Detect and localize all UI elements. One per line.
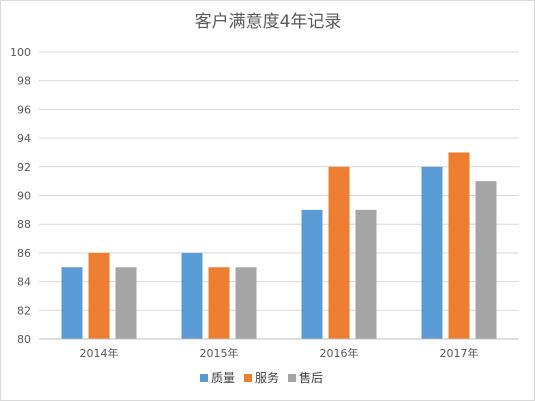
y-tick-label: 80 [17, 333, 31, 346]
x-axis-tick-labels: 2014年 2015年 2016年 2017年 [80, 346, 479, 360]
x-tick-label: 2017年 [440, 346, 479, 360]
y-tick-label: 84 [17, 276, 31, 289]
bar-0-2 [115, 267, 137, 339]
bar-2-0 [301, 209, 323, 339]
gridlines [39, 51, 519, 340]
y-tick-label: 82 [17, 304, 31, 317]
bar-3-0 [421, 166, 443, 339]
legend: 质量 服务 售后 [200, 370, 323, 385]
legend-item: 服务 [244, 370, 279, 385]
bar-1-2 [235, 267, 257, 339]
legend-item: 售后 [288, 370, 323, 385]
y-tick-label: 90 [17, 190, 31, 203]
y-tick-label: 92 [17, 161, 31, 174]
y-tick-label: 94 [17, 132, 31, 145]
legend-swatch [288, 374, 296, 382]
y-tick-label: 98 [17, 75, 31, 88]
bar-1-1 [208, 267, 230, 339]
y-tick-label: 86 [17, 247, 31, 260]
x-tick-label: 2015年 [200, 346, 239, 360]
legend-label: 售后 [299, 370, 323, 385]
legend-swatch [244, 374, 252, 382]
bar-0-1 [88, 252, 110, 339]
bar-2-1 [328, 166, 350, 339]
legend-swatch [200, 374, 208, 382]
y-tick-label: 96 [17, 103, 31, 116]
x-tick-label: 2014年 [80, 346, 119, 360]
legend-label: 服务 [255, 370, 279, 385]
bar-2-2 [355, 209, 377, 339]
legend-label: 质量 [211, 371, 235, 385]
bar-3-1 [448, 152, 470, 339]
bars [61, 152, 497, 339]
y-tick-label: 100 [10, 46, 31, 59]
bar-0-0 [61, 267, 83, 339]
chart-title: 客户满意度4年记录 [195, 12, 342, 32]
legend-item: 质量 [200, 371, 235, 385]
y-tick-label: 88 [17, 218, 31, 231]
bar-1-0 [181, 252, 203, 339]
x-tick-label: 2016年 [320, 346, 359, 360]
y-axis-tick-labels: 80 82 84 86 88 90 92 94 96 98 100 [10, 46, 31, 346]
bar-3-2 [475, 181, 497, 339]
